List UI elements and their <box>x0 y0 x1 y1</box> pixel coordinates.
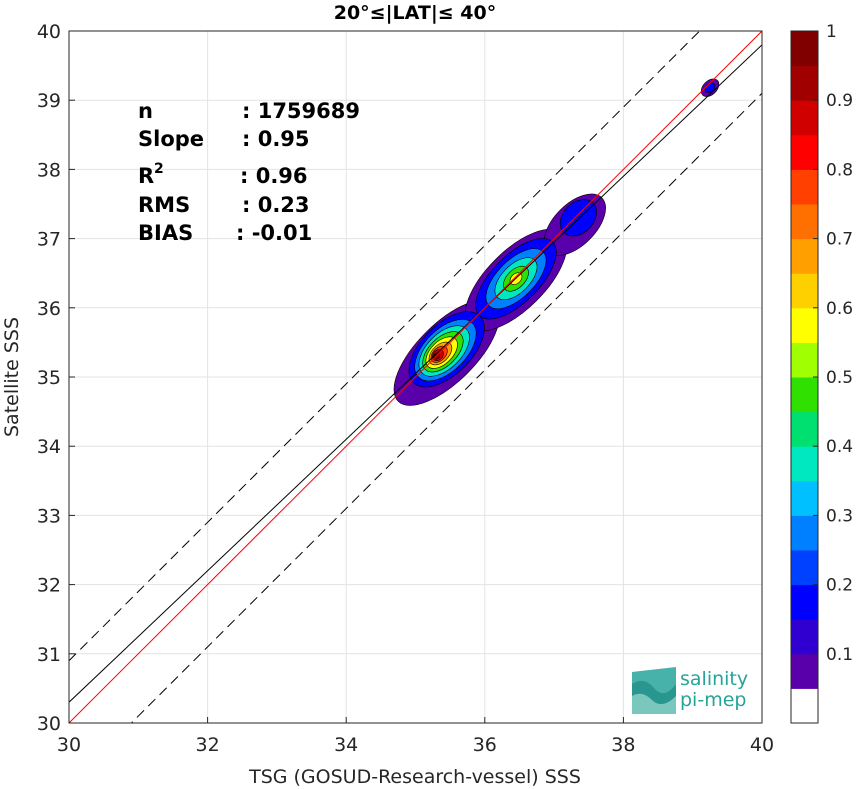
stat-superscript: 2 <box>154 161 164 177</box>
x-axis-ticks: 30 32 34 36 38 40 <box>57 717 774 756</box>
colorbar-segment <box>791 204 818 240</box>
stat-label: R <box>138 164 154 188</box>
stat-value: : 0.23 <box>242 193 310 217</box>
y-tick-label: 33 <box>37 505 61 527</box>
x-tick-label: 40 <box>750 734 774 756</box>
y-tick-label: 40 <box>37 21 61 43</box>
colorbar-segment <box>791 550 818 586</box>
x-tick-label: 38 <box>611 734 635 756</box>
colorbar-segment <box>791 100 818 136</box>
colorbar-tick-label: 0.4 <box>826 437 853 457</box>
colorbar-segment <box>791 619 818 655</box>
x-tick-label: 36 <box>473 734 497 756</box>
y-tick-label: 34 <box>37 436 61 458</box>
y-tick-label: 39 <box>37 90 61 112</box>
colorbar-tick-label: 0.1 <box>826 645 853 665</box>
stat-value: : -0.01 <box>236 221 312 245</box>
y-tick-label: 35 <box>37 367 61 389</box>
colorbar-tick-label: 0.6 <box>826 299 853 319</box>
x-tick-label: 34 <box>334 734 358 756</box>
colorbar-segment <box>791 446 818 482</box>
colorbar-segment <box>791 342 818 378</box>
colorbar-segment <box>791 584 818 620</box>
y-tick-label: 30 <box>37 713 61 735</box>
dashed-lower-line <box>130 92 762 723</box>
stat-value: : 0.96 <box>240 164 308 188</box>
regression-line <box>69 44 762 703</box>
stat-label: Slope <box>138 127 204 151</box>
colorbar-segment <box>791 307 818 343</box>
salinity-pimep-logo: salinity pi-mep <box>632 667 748 714</box>
colorbar-segment <box>791 134 818 170</box>
colorbar-segment <box>791 65 818 101</box>
stat-label: BIAS <box>138 221 193 245</box>
stats-box: n : 1759689 Slope : 0.95 R 2 : 0.96 RMS : 0.23 BI… <box>138 99 360 245</box>
stat-value: : 1759689 <box>242 99 360 123</box>
colorbar-segment <box>791 515 818 551</box>
colorbar-tick-label: 0.3 <box>826 506 853 526</box>
colorbar-tick-label: 0.8 <box>826 160 853 180</box>
stat-value: : 0.95 <box>242 127 310 151</box>
y-tick-label: 37 <box>37 229 61 251</box>
colorbar-tick-label: 1 <box>826 22 837 42</box>
colorbar-tick-label: 0.5 <box>826 368 853 388</box>
one-to-one-line <box>69 31 762 723</box>
grid <box>68 30 763 724</box>
x-tick-label: 32 <box>196 734 220 756</box>
colorbar-segment <box>791 688 818 724</box>
colorbar-segment <box>791 480 818 516</box>
colorbar-segment <box>791 653 818 689</box>
x-tick-label: 30 <box>57 734 81 756</box>
x-axis-label: TSG (GOSUD-Research-vessel) SSS <box>248 766 581 788</box>
colorbar-segment <box>791 238 818 274</box>
colorbar-tick-label: 0.9 <box>826 91 853 111</box>
colorbar: 0.1 0.2 0.3 0.4 0.5 0.6 0.7 0.8 0.9 1 <box>790 22 853 724</box>
logo-line2: pi-mep <box>680 689 746 711</box>
dashed-upper-line <box>69 31 701 662</box>
y-tick-label: 31 <box>37 644 61 666</box>
reference-lines <box>69 31 762 723</box>
colorbar-segment <box>791 411 818 447</box>
colorbar-segment <box>791 169 818 205</box>
y-tick-label: 32 <box>37 575 61 597</box>
stat-label: RMS <box>138 193 190 217</box>
wave-logo-icon <box>632 667 676 714</box>
colorbar-tick-label: 0.7 <box>826 230 853 250</box>
chart-title: 20°≤|LAT|≤ 40° <box>334 2 497 24</box>
y-tick-label: 38 <box>37 159 61 181</box>
logo-line1: salinity <box>680 668 748 690</box>
colorbar-segment <box>791 31 818 67</box>
colorbar-segment <box>791 273 818 309</box>
colorbar-tick-label: 0.2 <box>826 576 853 596</box>
y-tick-label: 36 <box>37 298 61 320</box>
stat-label: n <box>138 99 153 123</box>
y-axis-label: Satellite SSS <box>1 317 23 437</box>
y-axis-ticks: 30 31 32 33 34 35 36 37 38 39 40 <box>37 21 75 735</box>
colorbar-segment <box>791 377 818 413</box>
